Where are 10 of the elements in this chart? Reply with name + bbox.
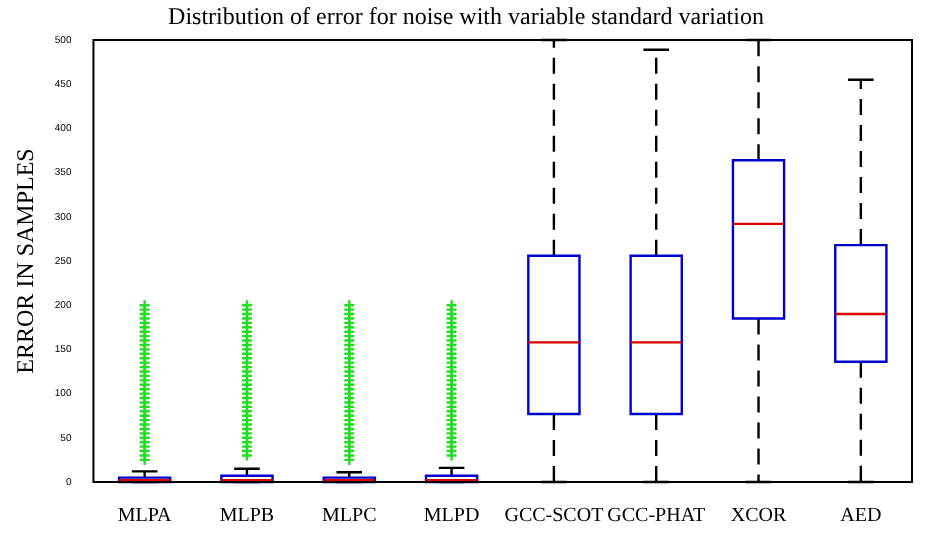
x-tick-label: MLPA: [117, 505, 174, 528]
x-tick-label: AED: [840, 505, 882, 528]
x-tick-label: MLPC: [322, 505, 378, 528]
x-tick-label: GCC-PHAT: [607, 505, 706, 528]
y-axis-title: ERROR IN SAMPLES: [10, 148, 39, 374]
x-tick-label: XCOR: [730, 505, 787, 528]
x-tick-label: MLPD: [423, 505, 480, 528]
chart-title: Distribution of error for noise with variable standard variation: [166, 2, 766, 32]
x-tick-label: GCC-SCOT: [504, 505, 604, 528]
x-tick-label: MLPB: [219, 505, 275, 528]
